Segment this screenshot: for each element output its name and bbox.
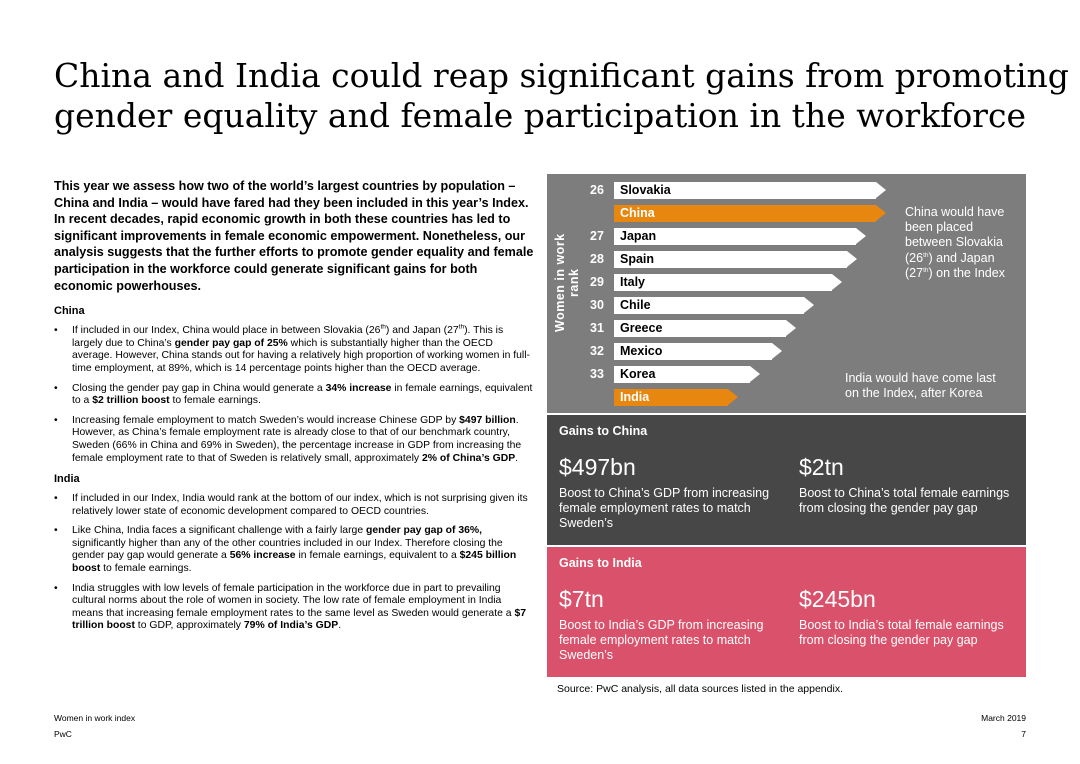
country-label: China <box>620 206 655 220</box>
footer-date: March 2019 <box>981 713 1026 723</box>
country-label: Japan <box>620 229 657 243</box>
body-text-column: This year we assess how two of the world… <box>54 178 534 640</box>
gains-india-title: Gains to India <box>559 556 642 570</box>
china-section-heading: China <box>54 305 85 318</box>
rank-bar: Greece <box>614 320 796 337</box>
country-label: Slovakia <box>620 183 671 197</box>
rank-bar: Spain <box>614 251 857 268</box>
rank-number: 26 <box>590 183 604 197</box>
footer-doc-name: Women in work index <box>54 713 136 723</box>
india-bullet-1: If included in our Index, India would ra… <box>54 493 534 518</box>
china-gdp-boost-description: Boost to China’s GDP from increasing fem… <box>559 486 770 530</box>
gains-china-title: Gains to China <box>559 424 648 438</box>
china-gdp-boost-value: $497bn <box>559 454 636 480</box>
rank-bar: Italy <box>614 274 842 291</box>
rank-number: 29 <box>590 275 604 289</box>
rank-number: 30 <box>590 298 604 312</box>
rank-number: 28 <box>590 252 604 266</box>
gains-india-panel: Gains to India $7tn Boost to India’s GDP… <box>547 547 1026 677</box>
footer-brand: PwC <box>54 729 72 739</box>
rank-bar: Chile <box>614 297 814 314</box>
rank-number: 27 <box>590 229 604 243</box>
india-bullet-2: Like China, India faces a significant ch… <box>54 525 534 575</box>
rank-bar-highlight: India <box>614 389 738 406</box>
china-earnings-boost-value: $2tn <box>799 454 844 480</box>
china-bullet-1: If included in our Index, China would pl… <box>54 324 534 375</box>
rank-number: 32 <box>590 344 604 358</box>
gains-china-panel: Gains to China $497bn Boost to China’s G… <box>547 415 1026 545</box>
page-title-line-1: China and India could reap significant g… <box>54 56 1069 95</box>
china-earnings-boost-description: Boost to China’s total female earnings f… <box>799 486 1010 515</box>
india-section-heading: India <box>54 473 80 486</box>
india-gdp-boost-description: Boost to India’s GDP from increasing fem… <box>559 618 764 662</box>
source-note: Source: PwC analysis, all data sources l… <box>557 683 843 695</box>
country-label: Korea <box>620 367 656 381</box>
china-bullet-2: Closing the gender pay gap in China woul… <box>54 383 534 408</box>
india-earnings-boost-description: Boost to India’s total female earnings f… <box>799 618 1004 647</box>
rank-bar-highlight: China <box>614 205 886 222</box>
country-label: India <box>620 390 650 404</box>
india-earnings-boost-value: $245bn <box>799 586 876 612</box>
intro-paragraph: This year we assess how two of the world… <box>54 179 534 293</box>
rank-number: 31 <box>590 321 604 335</box>
country-label: Greece <box>620 321 663 335</box>
rank-bar: Korea <box>614 366 760 383</box>
footer-page-number: 7 <box>1021 729 1026 739</box>
india-gdp-boost-value: $7tn <box>559 586 604 612</box>
country-label: Chile <box>620 298 651 312</box>
rank-bar: Slovakia <box>614 182 886 199</box>
ranking-axis-label: Women in work rank <box>553 233 581 333</box>
china-bullet-3: Increasing female employment to match Sw… <box>54 415 534 465</box>
page-title-line-2: gender equality and female participation… <box>54 96 1026 135</box>
page-title: China and India could reap significant g… <box>54 56 1069 136</box>
india-annotation: India would have come last on the Index,… <box>845 371 996 401</box>
country-label: Spain <box>620 252 655 266</box>
rank-number: 33 <box>590 367 604 381</box>
rank-bar: Japan <box>614 228 866 245</box>
country-label: Italy <box>620 275 646 289</box>
country-label: Mexico <box>620 344 663 358</box>
india-bullet-3: India struggles with low levels of femal… <box>54 583 534 633</box>
india-bullet-list: If included in our Index, India would ra… <box>54 493 534 633</box>
china-bullet-list: If included in our Index, China would pl… <box>54 324 534 465</box>
rank-bar: Mexico <box>614 343 782 360</box>
china-annotation: China would have been placed between Slo… <box>905 205 1005 280</box>
